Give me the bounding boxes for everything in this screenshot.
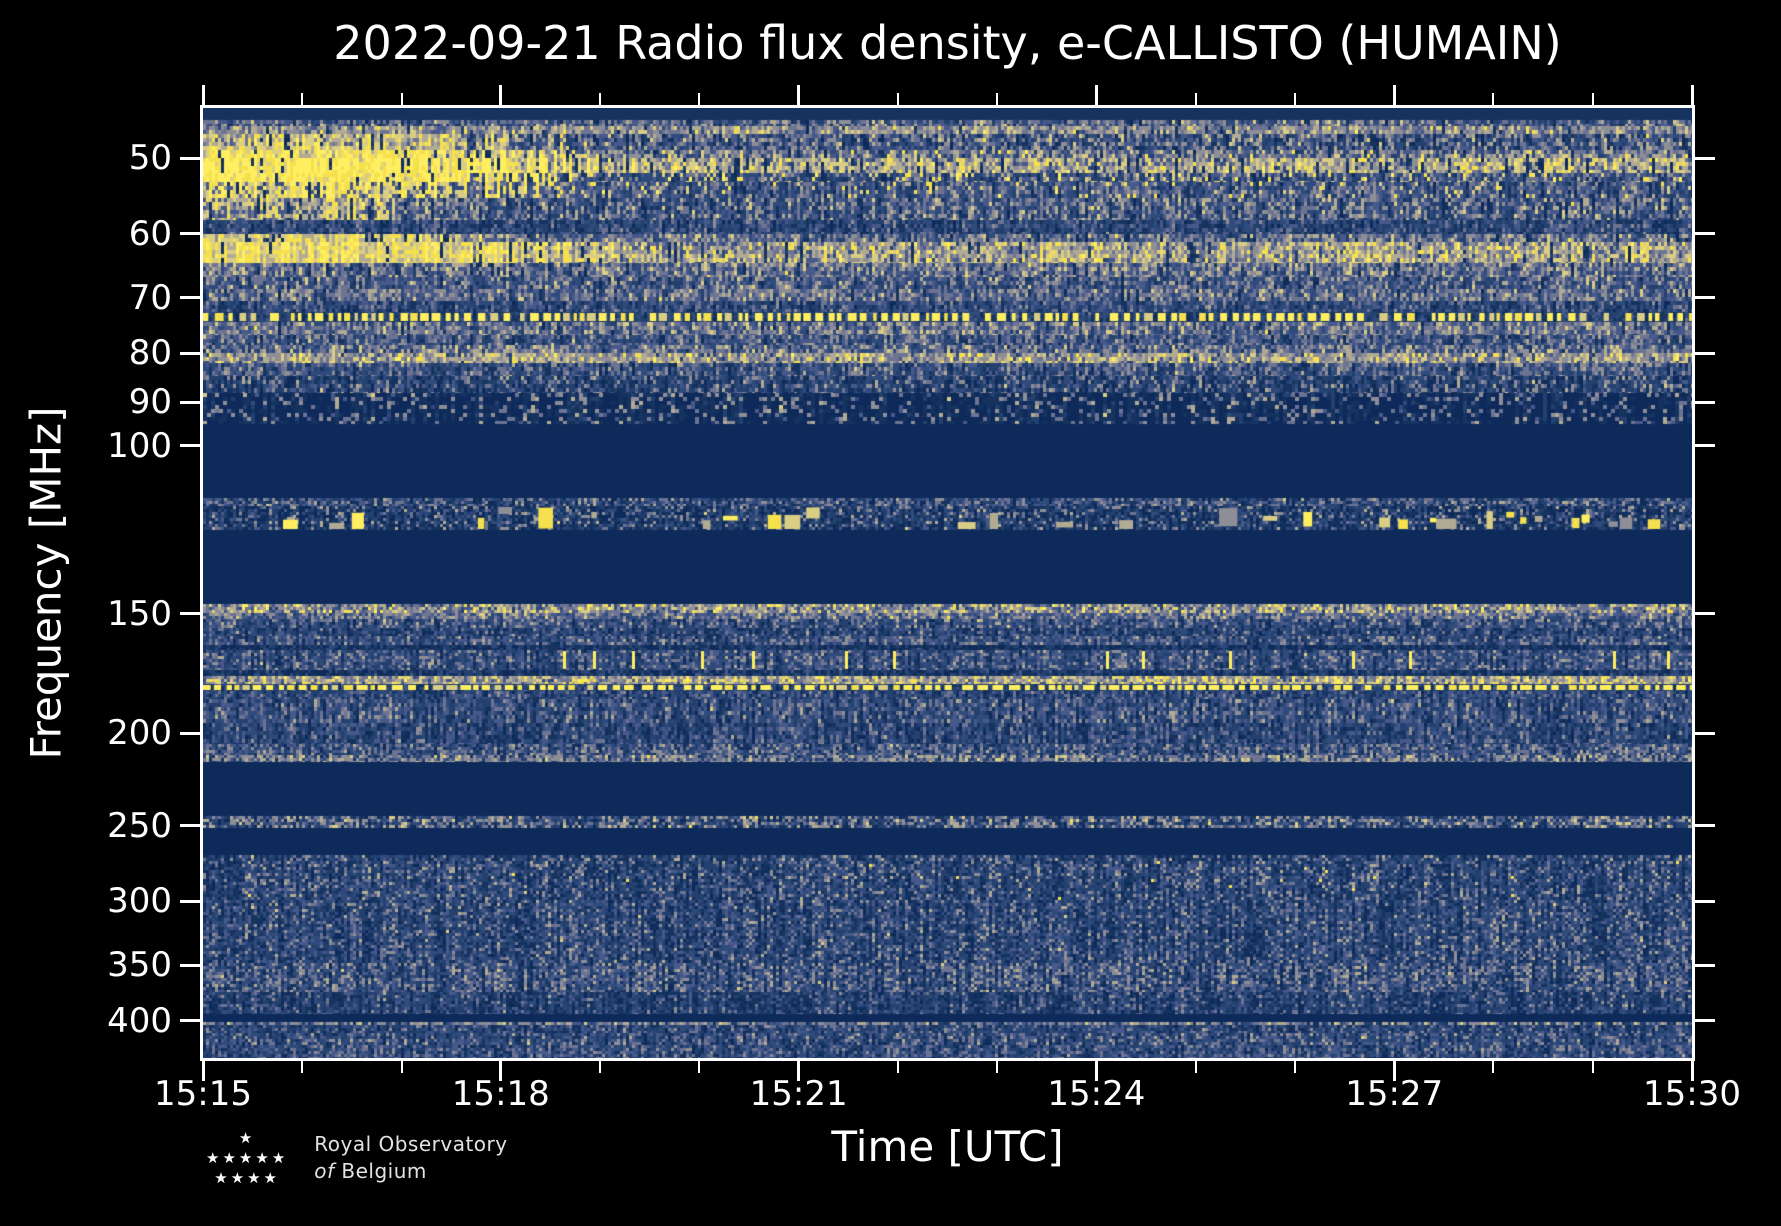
spectrogram-canvas — [203, 108, 1692, 1058]
y-tick — [180, 400, 200, 404]
x-axis-label: Time [UTC] — [831, 1122, 1064, 1171]
x-minor-tick — [996, 93, 999, 105]
x-minor-tick — [1293, 93, 1296, 105]
x-minor-tick — [1591, 1061, 1594, 1073]
x-minor-tick — [698, 93, 701, 105]
x-minor-tick — [301, 1061, 304, 1073]
x-minor-tick — [400, 93, 403, 105]
y-tick — [180, 296, 200, 300]
y-tick — [1695, 296, 1715, 300]
x-minor-tick — [698, 1061, 701, 1073]
y-tick — [180, 963, 200, 967]
y-tick — [180, 612, 200, 616]
x-tick-label: 15:21 — [749, 1074, 848, 1114]
page-title: 2022-09-21 Radio flux density, e-CALLIST… — [333, 16, 1562, 70]
y-tick — [1695, 444, 1715, 448]
logo-line2-belgium: Belgium — [341, 1159, 427, 1183]
x-minor-tick — [1194, 93, 1197, 105]
x-minor-tick — [1293, 1061, 1296, 1073]
y-tick — [180, 351, 200, 355]
x-minor-tick — [1591, 93, 1594, 105]
rob-logo-text: Royal Observatory of Belgium — [314, 1131, 507, 1185]
x-minor-tick — [1194, 1061, 1197, 1073]
y-tick-label: 350 — [107, 945, 172, 986]
stars-row: ★ — [238, 1129, 256, 1147]
y-tick — [1695, 351, 1715, 355]
x-minor-tick — [996, 1061, 999, 1073]
y-tick — [1695, 612, 1715, 616]
logo-line2-of: of — [314, 1159, 335, 1183]
y-tick — [180, 899, 200, 903]
x-major-tick — [499, 1061, 503, 1081]
y-tick — [1695, 1019, 1715, 1023]
logo-line2: of Belgium — [314, 1158, 507, 1185]
y-tick-label: 100 — [107, 425, 172, 466]
y-tick-label: 90 — [128, 382, 172, 423]
y-tick — [1695, 400, 1715, 404]
y-tick — [180, 156, 200, 160]
x-tick-label: 15:24 — [1047, 1074, 1146, 1114]
x-minor-tick — [896, 93, 899, 105]
x-minor-tick — [1492, 1061, 1495, 1073]
stars-row: ★★★★★ — [206, 1149, 289, 1167]
y-tick-label: 250 — [107, 805, 172, 846]
x-minor-tick — [301, 93, 304, 105]
rob-logo: ★ ★★★★★ ★★★★ Royal Observatory of Belgiu… — [203, 1128, 508, 1188]
y-tick — [1695, 899, 1715, 903]
x-minor-tick — [1492, 93, 1495, 105]
y-tick-label: 200 — [107, 713, 172, 754]
x-major-tick — [201, 85, 205, 105]
x-tick-label: 15:15 — [154, 1074, 252, 1114]
y-tick — [180, 1019, 200, 1023]
x-major-tick — [499, 85, 503, 105]
y-tick — [1695, 963, 1715, 967]
x-major-tick — [1392, 85, 1396, 105]
y-tick-label: 300 — [107, 881, 172, 922]
y-tick — [180, 444, 200, 448]
stars-row: ★★★★ — [214, 1169, 281, 1187]
y-tick — [180, 232, 200, 236]
y-tick — [1695, 232, 1715, 236]
x-major-tick — [797, 1061, 801, 1081]
plot-area — [200, 105, 1695, 1061]
y-tick-label: 400 — [107, 1000, 172, 1041]
y-tick — [180, 731, 200, 735]
x-major-tick — [1392, 1061, 1396, 1081]
x-major-tick — [1690, 1061, 1694, 1081]
y-tick-label: 70 — [128, 277, 172, 318]
y-tick — [1695, 156, 1715, 160]
x-major-tick — [797, 85, 801, 105]
y-tick-label: 50 — [128, 138, 172, 179]
y-tick-label: 60 — [128, 213, 172, 254]
y-tick — [180, 824, 200, 828]
y-tick — [1695, 731, 1715, 735]
x-major-tick — [201, 1061, 205, 1081]
x-tick-label: 15:30 — [1643, 1074, 1741, 1114]
x-minor-tick — [599, 93, 602, 105]
y-tick-label: 80 — [128, 333, 172, 374]
y-tick — [1695, 824, 1715, 828]
x-minor-tick — [400, 1061, 403, 1073]
y-tick-label: 150 — [107, 593, 172, 634]
x-minor-tick — [599, 1061, 602, 1073]
x-major-tick — [1690, 85, 1694, 105]
rob-logo-stars-icon: ★ ★★★★★ ★★★★ — [203, 1128, 288, 1188]
x-tick-label: 15:18 — [451, 1074, 550, 1114]
x-minor-tick — [896, 1061, 899, 1073]
x-major-tick — [1094, 1061, 1098, 1081]
x-tick-label: 15:27 — [1345, 1074, 1444, 1114]
x-major-tick — [1094, 85, 1098, 105]
logo-line1: Royal Observatory — [314, 1132, 508, 1156]
